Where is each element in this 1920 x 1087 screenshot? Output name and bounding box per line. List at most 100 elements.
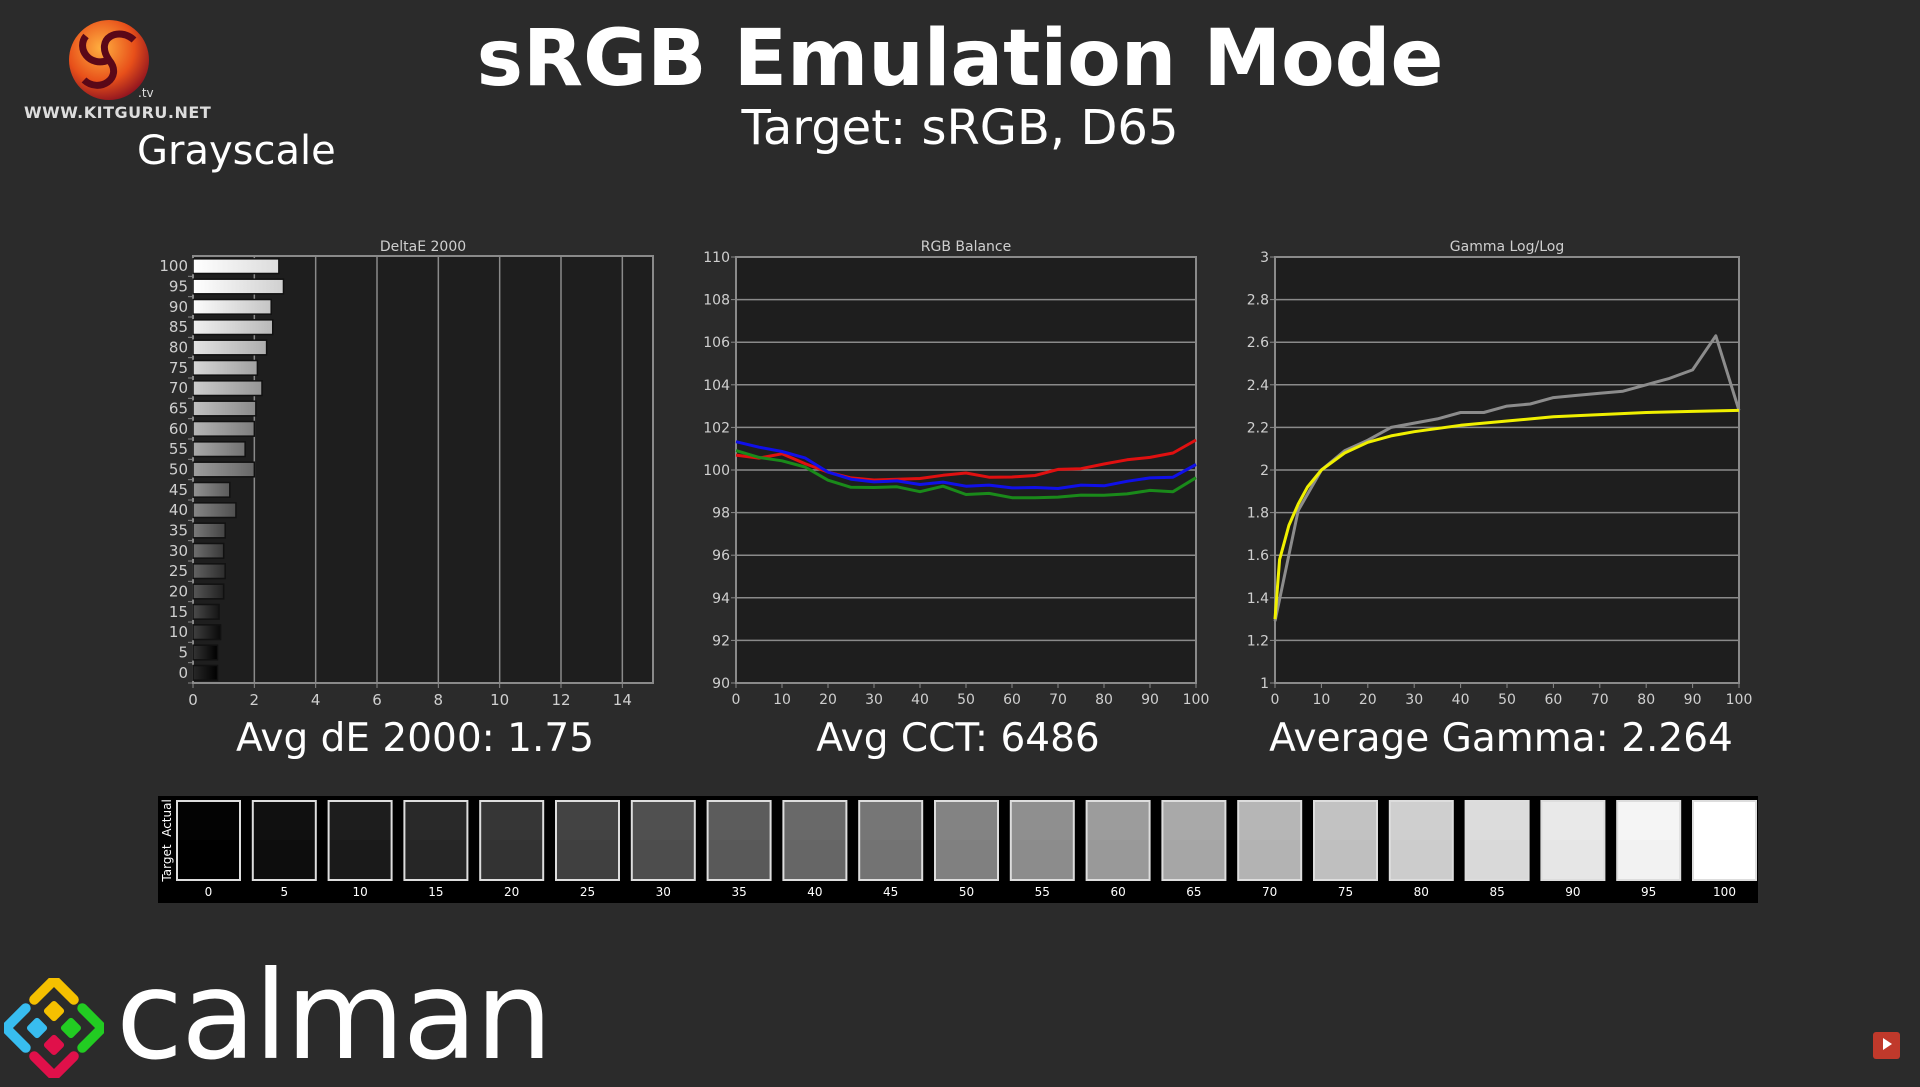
swatch-level-label: 5 bbox=[280, 885, 288, 899]
swatch-border bbox=[782, 800, 848, 881]
swatch-target bbox=[1238, 840, 1302, 880]
swatch-actual bbox=[1465, 801, 1529, 840]
deltae-y-tick-label: 60 bbox=[169, 420, 188, 438]
swatch-target bbox=[1617, 840, 1681, 880]
swatch-level-label: 60 bbox=[1110, 885, 1125, 899]
gamma-x-tick-label: 40 bbox=[1452, 692, 1470, 708]
rgb-balance-y-tick-label: 90 bbox=[712, 676, 730, 692]
deltae-y-tick-label: 25 bbox=[169, 562, 188, 580]
swatch-actual bbox=[328, 801, 392, 840]
swatch-actual bbox=[252, 801, 316, 840]
kitguru-swirl-icon bbox=[69, 20, 149, 100]
swatch-actual bbox=[707, 801, 771, 840]
swatch-level-label: 75 bbox=[1338, 885, 1353, 899]
gamma-y-tick-label: 1.4 bbox=[1247, 591, 1269, 607]
swatch-level-label: 35 bbox=[731, 885, 746, 899]
kitguru-logo bbox=[64, 18, 154, 104]
swatch-border bbox=[934, 800, 999, 881]
rgb-balance-y-tick-label: 110 bbox=[703, 250, 730, 266]
deltae-bar bbox=[192, 380, 263, 397]
deltae-y-tick-label: 0 bbox=[178, 664, 188, 682]
gamma-y-tick-label: 2.2 bbox=[1247, 420, 1269, 436]
swatch-target bbox=[1314, 840, 1377, 880]
rgb-balance-y-tick-label: 98 bbox=[712, 506, 730, 522]
swatch-border bbox=[858, 800, 924, 881]
page-subtitle: Target: sRGB, D65 bbox=[741, 100, 1179, 156]
deltae-y-tick-label: 40 bbox=[169, 501, 188, 519]
swatch-row-label-target: Target bbox=[160, 844, 174, 882]
deltae-bar bbox=[192, 400, 257, 417]
swatch-level-label: 95 bbox=[1641, 885, 1656, 899]
swatch-actual bbox=[1238, 801, 1302, 840]
deltae-bar bbox=[192, 258, 280, 275]
swatch-level-label: 80 bbox=[1414, 885, 1429, 899]
deltae-x-tick-label: 14 bbox=[613, 691, 632, 709]
gamma-series-actual bbox=[1273, 334, 1741, 622]
deltae-y-tick-label: 15 bbox=[169, 603, 188, 621]
avg-de-stat: Avg dE 2000: 1.75 bbox=[235, 716, 595, 761]
deltae-bar bbox=[192, 481, 231, 498]
deltae-bar bbox=[192, 563, 226, 580]
swatch-border bbox=[1540, 800, 1606, 881]
swatch-target bbox=[1465, 840, 1529, 880]
swatch-level-label: 20 bbox=[504, 885, 519, 899]
swatch-target bbox=[177, 840, 240, 880]
swatch-actual bbox=[556, 801, 619, 840]
swatch-actual bbox=[1314, 801, 1377, 840]
gamma-x-tick-label: 30 bbox=[1405, 692, 1423, 708]
swatch-level-label: 45 bbox=[883, 885, 898, 899]
swatch-actual bbox=[1389, 801, 1453, 840]
rgb-balance-y-tick-label: 94 bbox=[712, 591, 730, 607]
deltae-bar bbox=[192, 461, 256, 478]
rgb-balance-series-red bbox=[735, 438, 1197, 482]
deltae-bar bbox=[192, 420, 256, 437]
swatch-actual bbox=[935, 801, 998, 840]
swatch-actual bbox=[480, 801, 544, 840]
gamma-y-tick-label: 1.6 bbox=[1247, 548, 1269, 564]
deltae-y-tick-label: 85 bbox=[169, 318, 188, 336]
deltae-y-tick-label: 95 bbox=[169, 278, 188, 296]
deltae-bar bbox=[192, 624, 222, 641]
deltae-x-tick-label: 8 bbox=[434, 691, 444, 709]
deltae-y-tick-label: 100 bbox=[159, 257, 188, 275]
rgb-balance-x-tick-label: 30 bbox=[865, 692, 883, 708]
deltae-bar bbox=[192, 441, 246, 458]
swatch-actual bbox=[1010, 801, 1074, 840]
swatch-border bbox=[1237, 800, 1303, 881]
swatch-border bbox=[1464, 800, 1530, 881]
swatch-level-label: 15 bbox=[428, 885, 443, 899]
gamma-x-tick-label: 70 bbox=[1591, 692, 1609, 708]
swatch-border bbox=[1085, 800, 1151, 881]
swatch-actual bbox=[1162, 801, 1226, 840]
deltae-y-tick-label: 80 bbox=[169, 339, 188, 357]
deltae-bar bbox=[192, 319, 274, 336]
gamma-y-tick-label: 1.8 bbox=[1247, 506, 1269, 522]
swatch-row-label-actual: Actual bbox=[160, 799, 174, 837]
swatch-target bbox=[1010, 840, 1074, 880]
swatch-target bbox=[707, 840, 771, 880]
swatch-border bbox=[176, 800, 241, 881]
calman-logo-icon bbox=[0, 974, 108, 1082]
swatch-level-label: 65 bbox=[1186, 885, 1201, 899]
swatch-level-label: 85 bbox=[1489, 885, 1504, 899]
rgb-balance-x-tick-label: 40 bbox=[911, 692, 929, 708]
swatch-target bbox=[252, 840, 316, 880]
rgb-balance-x-tick-label: 0 bbox=[732, 692, 741, 708]
subscribe-icon[interactable] bbox=[1873, 1032, 1900, 1059]
rgb-balance-y-tick-label: 102 bbox=[703, 420, 730, 436]
rgb-balance-x-tick-label: 100 bbox=[1183, 692, 1210, 708]
avg-gamma-stat: Average Gamma: 2.264 bbox=[1269, 716, 1733, 761]
deltae-bar bbox=[192, 278, 285, 295]
rgb-balance-x-tick-label: 90 bbox=[1141, 692, 1159, 708]
rgb-balance-x-tick-label: 20 bbox=[819, 692, 837, 708]
swatch-target bbox=[1693, 840, 1756, 880]
deltae-y-tick-label: 10 bbox=[169, 623, 188, 641]
swatch-border bbox=[1388, 800, 1454, 881]
calman-logo-text: calman bbox=[116, 945, 553, 1087]
deltae-x-tick-label: 10 bbox=[490, 691, 509, 709]
swatch-level-label: 10 bbox=[352, 885, 367, 899]
gamma-chart-title: Gamma Log/Log bbox=[1450, 239, 1564, 255]
deltae-y-tick-label: 50 bbox=[169, 461, 188, 479]
swatch-border bbox=[555, 800, 620, 881]
deltae-bar bbox=[192, 583, 225, 600]
